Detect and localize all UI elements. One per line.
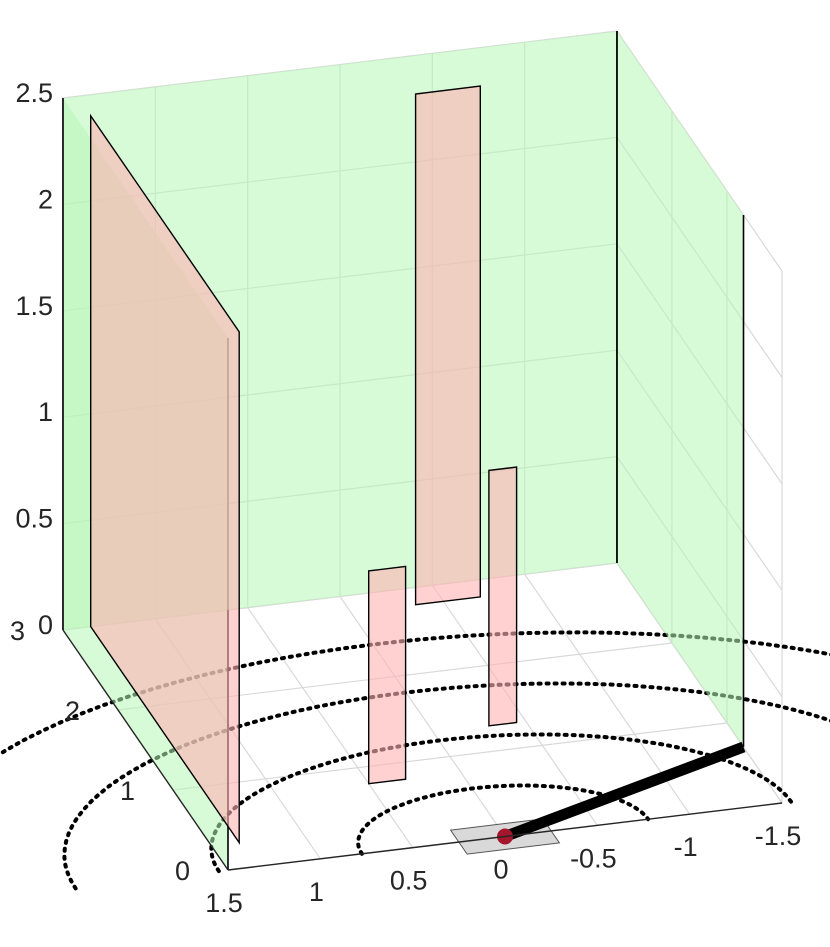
green-surface-right-wall [617, 31, 744, 747]
y-tick-label: 3 [10, 616, 25, 646]
path-layer [497, 741, 746, 845]
x-tick-label: 1 [309, 877, 324, 907]
z-tick-label: 1 [38, 397, 53, 427]
x-tick-label: -1 [674, 832, 698, 862]
axes-lines [62, 98, 783, 871]
x-tick-label: -1.5 [755, 821, 802, 851]
x-tick-label: -0.5 [570, 843, 617, 873]
y-tick-label: 0 [175, 856, 190, 886]
z-tick-label: 1.5 [15, 291, 53, 321]
z-tick-label: 0.5 [15, 504, 53, 534]
z-tick-label: 2.5 [15, 78, 53, 108]
y-tick-label: 2 [65, 696, 80, 726]
grid-line-floor-y [172, 722, 728, 791]
surfaces-layer [62, 31, 745, 870]
y-tick-label: 1 [120, 776, 135, 806]
path-line [503, 741, 746, 842]
x-tick-label: 0.5 [390, 866, 428, 896]
z-tick-label: 2 [38, 184, 53, 214]
dotted-arc [209, 732, 794, 874]
grid-line-floor-x [339, 596, 506, 837]
grid-line-floor-x [247, 607, 414, 849]
z-tick-label: 0 [38, 610, 53, 640]
y-axis-line [62, 629, 229, 871]
red-surface-obstacle-left [89, 113, 240, 845]
red-surface-obstacle-back-tall [414, 85, 481, 606]
red-surface-obstacle-center [368, 565, 407, 785]
red-surface-obstacle-back-short [488, 466, 518, 727]
x-axis-line [227, 802, 783, 871]
x-tick-label: 0 [493, 855, 508, 885]
x-tick-label: 1.5 [205, 888, 243, 918]
